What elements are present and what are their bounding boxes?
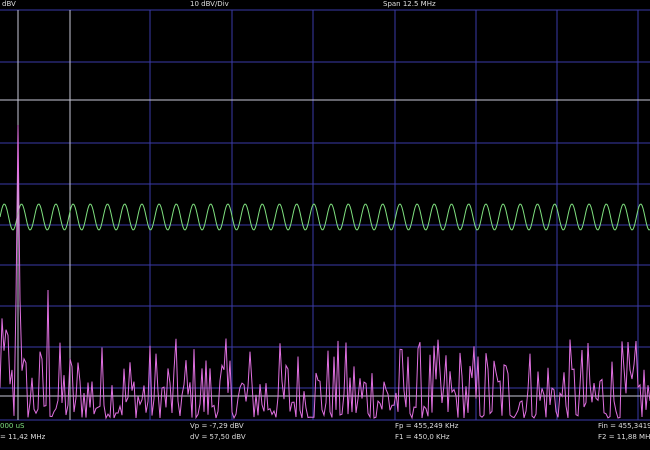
time-trace <box>0 203 650 231</box>
ref-level: dBV <box>2 0 16 8</box>
span: Span 12.5 MHz <box>383 0 436 8</box>
fp: Fp = 455,249 KHz <box>395 422 459 430</box>
spectrum-trace <box>0 124 650 420</box>
grid <box>0 9 650 421</box>
f1: F1 = 450,0 KHz <box>395 433 450 441</box>
freq-a: = 11,42 MHz <box>0 433 46 441</box>
dv: dV = 57,50 dBV <box>190 433 246 441</box>
fin: Fin = 455,3419 K <box>598 422 650 430</box>
vp: Vp = -7,29 dBV <box>190 422 244 430</box>
f2: F2 = 11,88 MHz <box>598 433 650 441</box>
scale: 10 dBV/Div <box>190 0 229 8</box>
time-base: 000 uS <box>0 422 25 430</box>
